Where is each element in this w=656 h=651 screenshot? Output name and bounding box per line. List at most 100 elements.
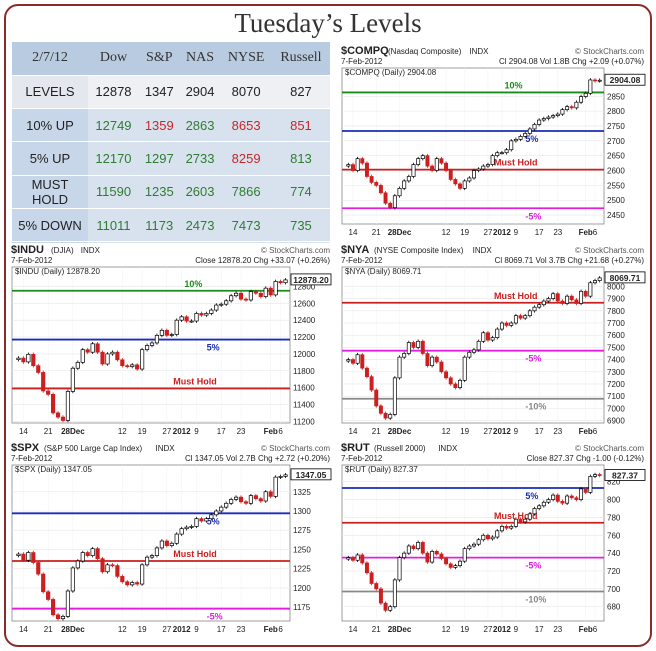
- candle: [420, 155, 425, 160]
- x-tick-label: 27: [162, 427, 171, 436]
- candle: [551, 293, 556, 299]
- level-value: 12878: [88, 75, 139, 110]
- candle: [397, 557, 402, 581]
- level-value: 1173: [138, 208, 180, 243]
- candle: [229, 499, 234, 504]
- candle: [258, 498, 263, 502]
- candle: [135, 364, 140, 370]
- y-tick-label: 6900: [607, 417, 625, 426]
- candle: [453, 179, 458, 185]
- x-tick-label: 12: [118, 427, 127, 436]
- y-tick-label: 7400: [607, 356, 625, 365]
- level-label: 5%: [525, 134, 538, 144]
- candle: [537, 505, 542, 509]
- candle: [537, 304, 542, 308]
- candle: [199, 313, 204, 316]
- x-tick-label: Feb: [264, 625, 278, 634]
- x-tick-label: 2012: [173, 625, 191, 634]
- candle: [164, 329, 169, 336]
- candle: [392, 195, 397, 209]
- x-tick-label: 6: [278, 625, 283, 634]
- candle: [346, 557, 351, 560]
- candle: [159, 329, 164, 336]
- candle: [140, 349, 145, 370]
- candle: [65, 391, 71, 421]
- x-tick-label: 23: [553, 625, 562, 634]
- candle: [383, 192, 388, 204]
- chart-legend: $SPX (Daily) 1347.05: [15, 465, 92, 474]
- level-label: -5%: [525, 211, 541, 221]
- y-tick-label: 760: [607, 531, 621, 540]
- x-tick-label: 23: [553, 427, 562, 436]
- candle: [378, 405, 383, 414]
- candle: [467, 177, 472, 182]
- candle: [481, 165, 486, 170]
- candle: [499, 322, 504, 330]
- level-value: 1297: [138, 141, 180, 176]
- candle: [95, 548, 100, 560]
- candle: [283, 279, 288, 284]
- candle: [490, 536, 495, 540]
- candle: [184, 316, 189, 322]
- candle: [355, 554, 360, 561]
- candle: [588, 79, 593, 94]
- x-tick-label: 23: [237, 427, 246, 436]
- candle: [378, 185, 383, 194]
- candle: [149, 342, 155, 346]
- candle: [248, 495, 253, 504]
- candle: [120, 359, 125, 367]
- row-label: 10% UP: [12, 108, 88, 143]
- candle: [115, 565, 120, 577]
- candle: [70, 567, 75, 592]
- candle: [458, 379, 463, 388]
- table-date: 2/7/12: [12, 42, 88, 76]
- candle: [462, 356, 467, 381]
- candle: [31, 353, 36, 367]
- candle: [60, 616, 66, 620]
- level-value: 12749: [88, 108, 139, 143]
- candle: [243, 501, 249, 504]
- col-sp: S&P: [138, 42, 180, 76]
- y-tick-label: 2850: [607, 92, 625, 101]
- candle: [374, 583, 379, 590]
- candle: [411, 545, 416, 550]
- y-tick-label: 800: [607, 496, 621, 505]
- y-tick-label: 7100: [607, 392, 625, 401]
- candle: [174, 319, 179, 335]
- level-value: 11590: [88, 175, 139, 209]
- level-value: 1347: [138, 75, 180, 110]
- candle: [588, 282, 593, 297]
- candle: [263, 491, 268, 502]
- candle: [199, 518, 204, 522]
- chart-stats: Cl 2904.08 Vol 1.8B Chg +2.09 (+0.07%): [499, 57, 644, 66]
- chart-exchange: INDX: [81, 246, 101, 255]
- col-nyse: NYSE: [220, 42, 272, 76]
- x-tick-label: 28Dec: [388, 427, 412, 436]
- level-value: 813: [271, 141, 330, 176]
- candle: [164, 540, 169, 546]
- candle: [263, 287, 268, 297]
- candle: [430, 551, 435, 563]
- candle: [16, 357, 21, 360]
- candle: [90, 343, 95, 353]
- candle: [392, 377, 397, 415]
- last-price-label: 8069.71: [610, 273, 641, 283]
- candle: [238, 292, 244, 300]
- chart-name: (S&P 500 Large Cap Index): [44, 444, 142, 453]
- candle: [204, 313, 209, 316]
- chart-symbol: $COMPQ: [341, 45, 389, 57]
- chart-legend: $RUT (Daily) 827.37: [345, 465, 418, 474]
- x-tick-label: 12: [118, 625, 127, 634]
- candle: [388, 414, 393, 419]
- x-tick-label: 21: [372, 228, 381, 237]
- y-tick-label: 2650: [607, 152, 625, 161]
- levels-row: LEVELS 12878 1347 2904 8070 827: [12, 75, 330, 110]
- level-value: 8259: [220, 141, 272, 176]
- candle: [369, 572, 374, 584]
- level-label: -5%: [525, 354, 541, 364]
- y-tick-label: 1175: [293, 603, 311, 612]
- candle: [36, 365, 41, 373]
- candle: [243, 298, 249, 301]
- candle: [555, 113, 560, 116]
- level-label: Must Hold: [494, 158, 538, 168]
